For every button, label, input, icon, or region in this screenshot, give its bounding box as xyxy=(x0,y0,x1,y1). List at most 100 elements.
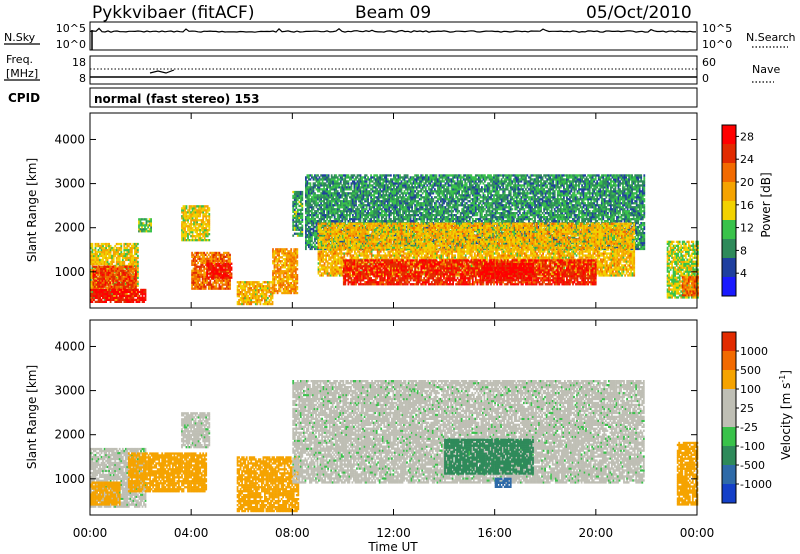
data-cell xyxy=(291,266,294,269)
data-cell xyxy=(99,246,101,250)
data-cell xyxy=(338,194,341,197)
data-cell xyxy=(140,292,142,296)
data-cell xyxy=(209,259,212,262)
data-cell xyxy=(203,235,206,238)
data-cell xyxy=(227,259,230,262)
data-cell xyxy=(110,285,113,288)
data-cell xyxy=(321,210,324,213)
data-cell xyxy=(92,269,95,272)
data-cell xyxy=(318,233,321,237)
data-cell xyxy=(111,282,113,285)
data-cell xyxy=(285,258,288,261)
data-cell xyxy=(327,204,330,207)
data-cell xyxy=(336,194,339,197)
data-cell xyxy=(339,194,342,197)
data-cell xyxy=(217,272,219,275)
data-cell xyxy=(350,200,353,203)
data-cell xyxy=(113,287,116,290)
data-cell xyxy=(194,219,197,222)
data-cell xyxy=(315,174,318,177)
data-cell xyxy=(193,205,195,208)
data-cell xyxy=(344,178,347,181)
data-cell xyxy=(251,293,254,296)
data-cell xyxy=(306,188,309,191)
data-cell xyxy=(296,252,299,255)
data-cell xyxy=(259,295,262,298)
data-cell xyxy=(309,222,312,225)
data-cell xyxy=(287,274,290,277)
data-cell xyxy=(117,248,120,252)
data-cell xyxy=(356,188,359,191)
data-cell xyxy=(390,174,392,177)
data-cell xyxy=(318,180,321,183)
data-cell xyxy=(298,196,301,200)
data-cell xyxy=(126,258,129,262)
data-cell xyxy=(90,258,92,262)
data-cell xyxy=(288,278,291,281)
data-cell xyxy=(115,277,118,280)
data-cell xyxy=(273,272,276,275)
data-cell xyxy=(202,219,205,222)
data-cell xyxy=(296,262,299,265)
data-cell xyxy=(132,254,135,258)
data-cell xyxy=(388,214,391,217)
data-cell xyxy=(314,225,316,229)
data-cell xyxy=(355,208,357,211)
data-cell xyxy=(121,279,124,282)
data-cell xyxy=(290,284,293,287)
data-cell xyxy=(315,194,318,197)
data-cell xyxy=(305,247,307,251)
data-cell xyxy=(212,283,215,286)
data-cell xyxy=(397,220,400,223)
data-cell xyxy=(245,299,248,302)
data-cell xyxy=(101,283,104,286)
data-cell xyxy=(281,250,283,253)
data-cell xyxy=(329,192,332,195)
data-cell xyxy=(333,243,336,247)
data-cell xyxy=(229,255,231,258)
data-cell xyxy=(370,188,372,191)
data-cell xyxy=(197,277,199,280)
data-cell xyxy=(212,253,215,256)
data-cell xyxy=(370,180,372,183)
data-cell xyxy=(94,250,97,254)
data-cell xyxy=(209,272,212,275)
data-cell xyxy=(290,266,293,269)
data-cell xyxy=(329,184,332,187)
data-cell xyxy=(129,294,132,298)
data-cell xyxy=(192,253,195,256)
data-cell xyxy=(341,216,344,219)
data-cell xyxy=(117,242,120,246)
data-cell xyxy=(324,206,327,209)
data-cell xyxy=(321,243,324,247)
data-cell xyxy=(306,229,309,233)
data-cell xyxy=(359,180,362,183)
data-cell xyxy=(276,248,279,251)
data-cell xyxy=(323,220,325,223)
data-cell xyxy=(198,285,201,288)
data-cell xyxy=(130,275,133,278)
data-cell xyxy=(290,282,293,285)
data-cell xyxy=(108,290,110,294)
data-cell xyxy=(308,188,310,191)
data-cell xyxy=(220,285,222,288)
data-cell xyxy=(329,208,332,211)
data-cell xyxy=(267,297,269,300)
data-cell xyxy=(309,184,312,187)
data-cell xyxy=(97,267,99,270)
data-cell xyxy=(100,242,103,246)
data-cell xyxy=(256,297,259,300)
data-cell xyxy=(355,241,357,245)
data-cell xyxy=(362,176,365,179)
data-cell xyxy=(132,290,135,294)
data-cell xyxy=(292,190,295,194)
data-cell xyxy=(287,272,290,275)
data-cell xyxy=(361,225,363,229)
data-cell xyxy=(342,198,345,201)
data-cell xyxy=(315,200,318,203)
data-cell xyxy=(341,218,344,221)
data-cell xyxy=(371,200,374,203)
data-cell xyxy=(198,259,201,262)
data-cell xyxy=(206,223,209,226)
data-cell xyxy=(320,204,322,207)
